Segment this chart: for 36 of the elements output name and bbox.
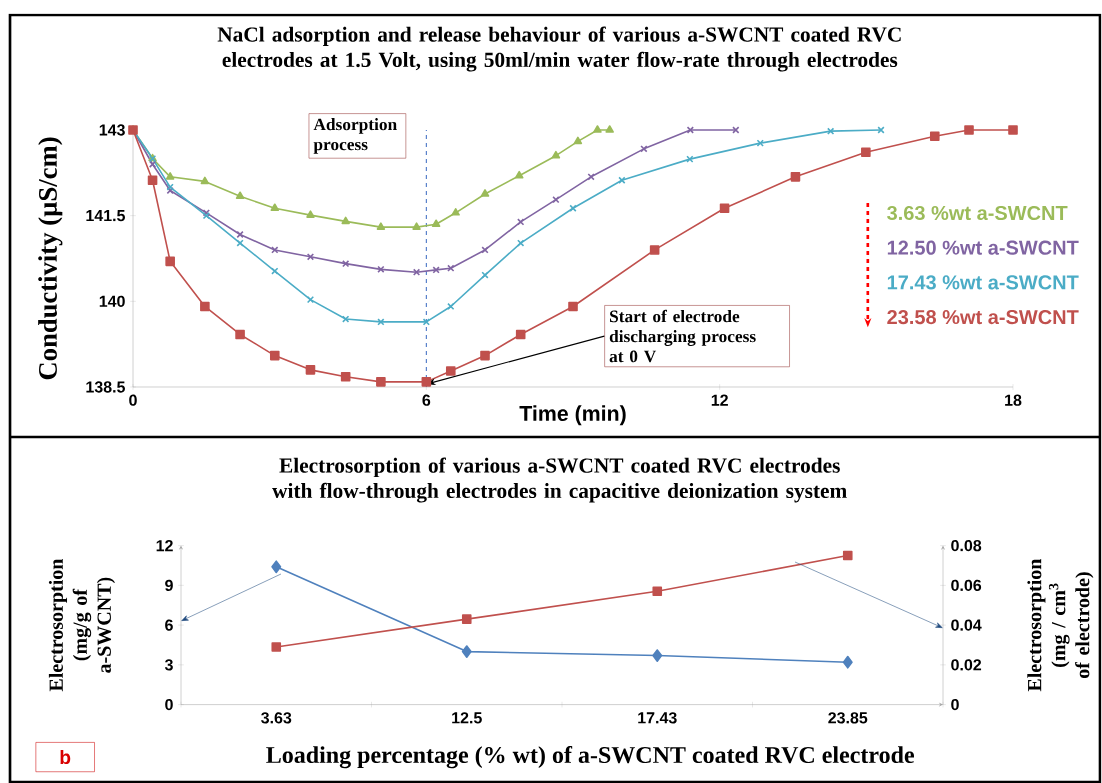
x-axis-title: Loading percentage (% wt) of a-SWCNT coated RVC electrode <box>266 745 914 769</box>
y2-axis-title: Electrosorption (mg / cm$^{3}$ of electrode) <box>1027 558 1094 692</box>
text: 3.63 %wt a-SWCNT <box>887 205 1068 221</box>
chart-title: NaCl adsorption and release behaviour of various a-SWCNT coated RVC electrodes at 1.5 Volt, using 50ml/min water flow-rate through electrodes <box>217 26 901 72</box>
annotation: Start of electrode discharging process at 0 V <box>609 309 756 363</box>
text: 23.58 %wt a-SWCNT <box>887 310 1079 325</box>
y-tick-label: 9 <box>165 579 173 592</box>
x-tick-label: 23.85 <box>828 712 868 724</box>
text: 12.50 %wt a-SWCNT <box>887 240 1079 255</box>
y-tick-label: 3 <box>164 659 173 671</box>
y-tick-label: 140 <box>99 295 125 307</box>
x-tick-label: 18 <box>1005 394 1022 406</box>
x-tick-label: 17.43 <box>638 712 677 724</box>
y-tick-label: 0 <box>165 698 173 711</box>
y-tick-label: 143 <box>99 124 125 136</box>
y2-tick-label: 0 <box>951 698 959 711</box>
text: 17.43 %wt a-SWCNT <box>887 275 1079 290</box>
x-tick-label: 6 <box>422 394 431 406</box>
x-tick-label: 0 <box>129 394 137 406</box>
y-axis-title: Electrosorption (mg/g of a-SWCNT) <box>48 558 116 692</box>
chart-title: Electrosorption of various a-SWCNT coated RVC electrodes with flow-through electrodes in capacitive deionization system <box>272 457 847 503</box>
y-axis-title: Conductivity (µS/cm) <box>38 137 63 380</box>
y2-tick-label: 0.02 <box>951 659 982 671</box>
text: b <box>60 750 71 765</box>
y-tick-label: 141.5 <box>86 210 125 222</box>
y2-tick-label: 0.06 <box>951 579 982 592</box>
x-tick-label: 12 <box>711 394 728 406</box>
y-tick-label: 6 <box>165 619 173 631</box>
y2-tick-label: 0.08 <box>951 539 982 552</box>
x-tick-label: 12.5 <box>452 712 482 724</box>
annotation: Adsorption process <box>313 118 397 154</box>
y-tick-label: 138.5 <box>86 381 125 393</box>
y2-tick-label: 0.04 <box>951 619 982 631</box>
x-axis-title: Time (min) <box>519 405 626 426</box>
y-tick-label: 12 <box>156 540 173 552</box>
x-tick-label: 3.63 <box>261 712 292 724</box>
